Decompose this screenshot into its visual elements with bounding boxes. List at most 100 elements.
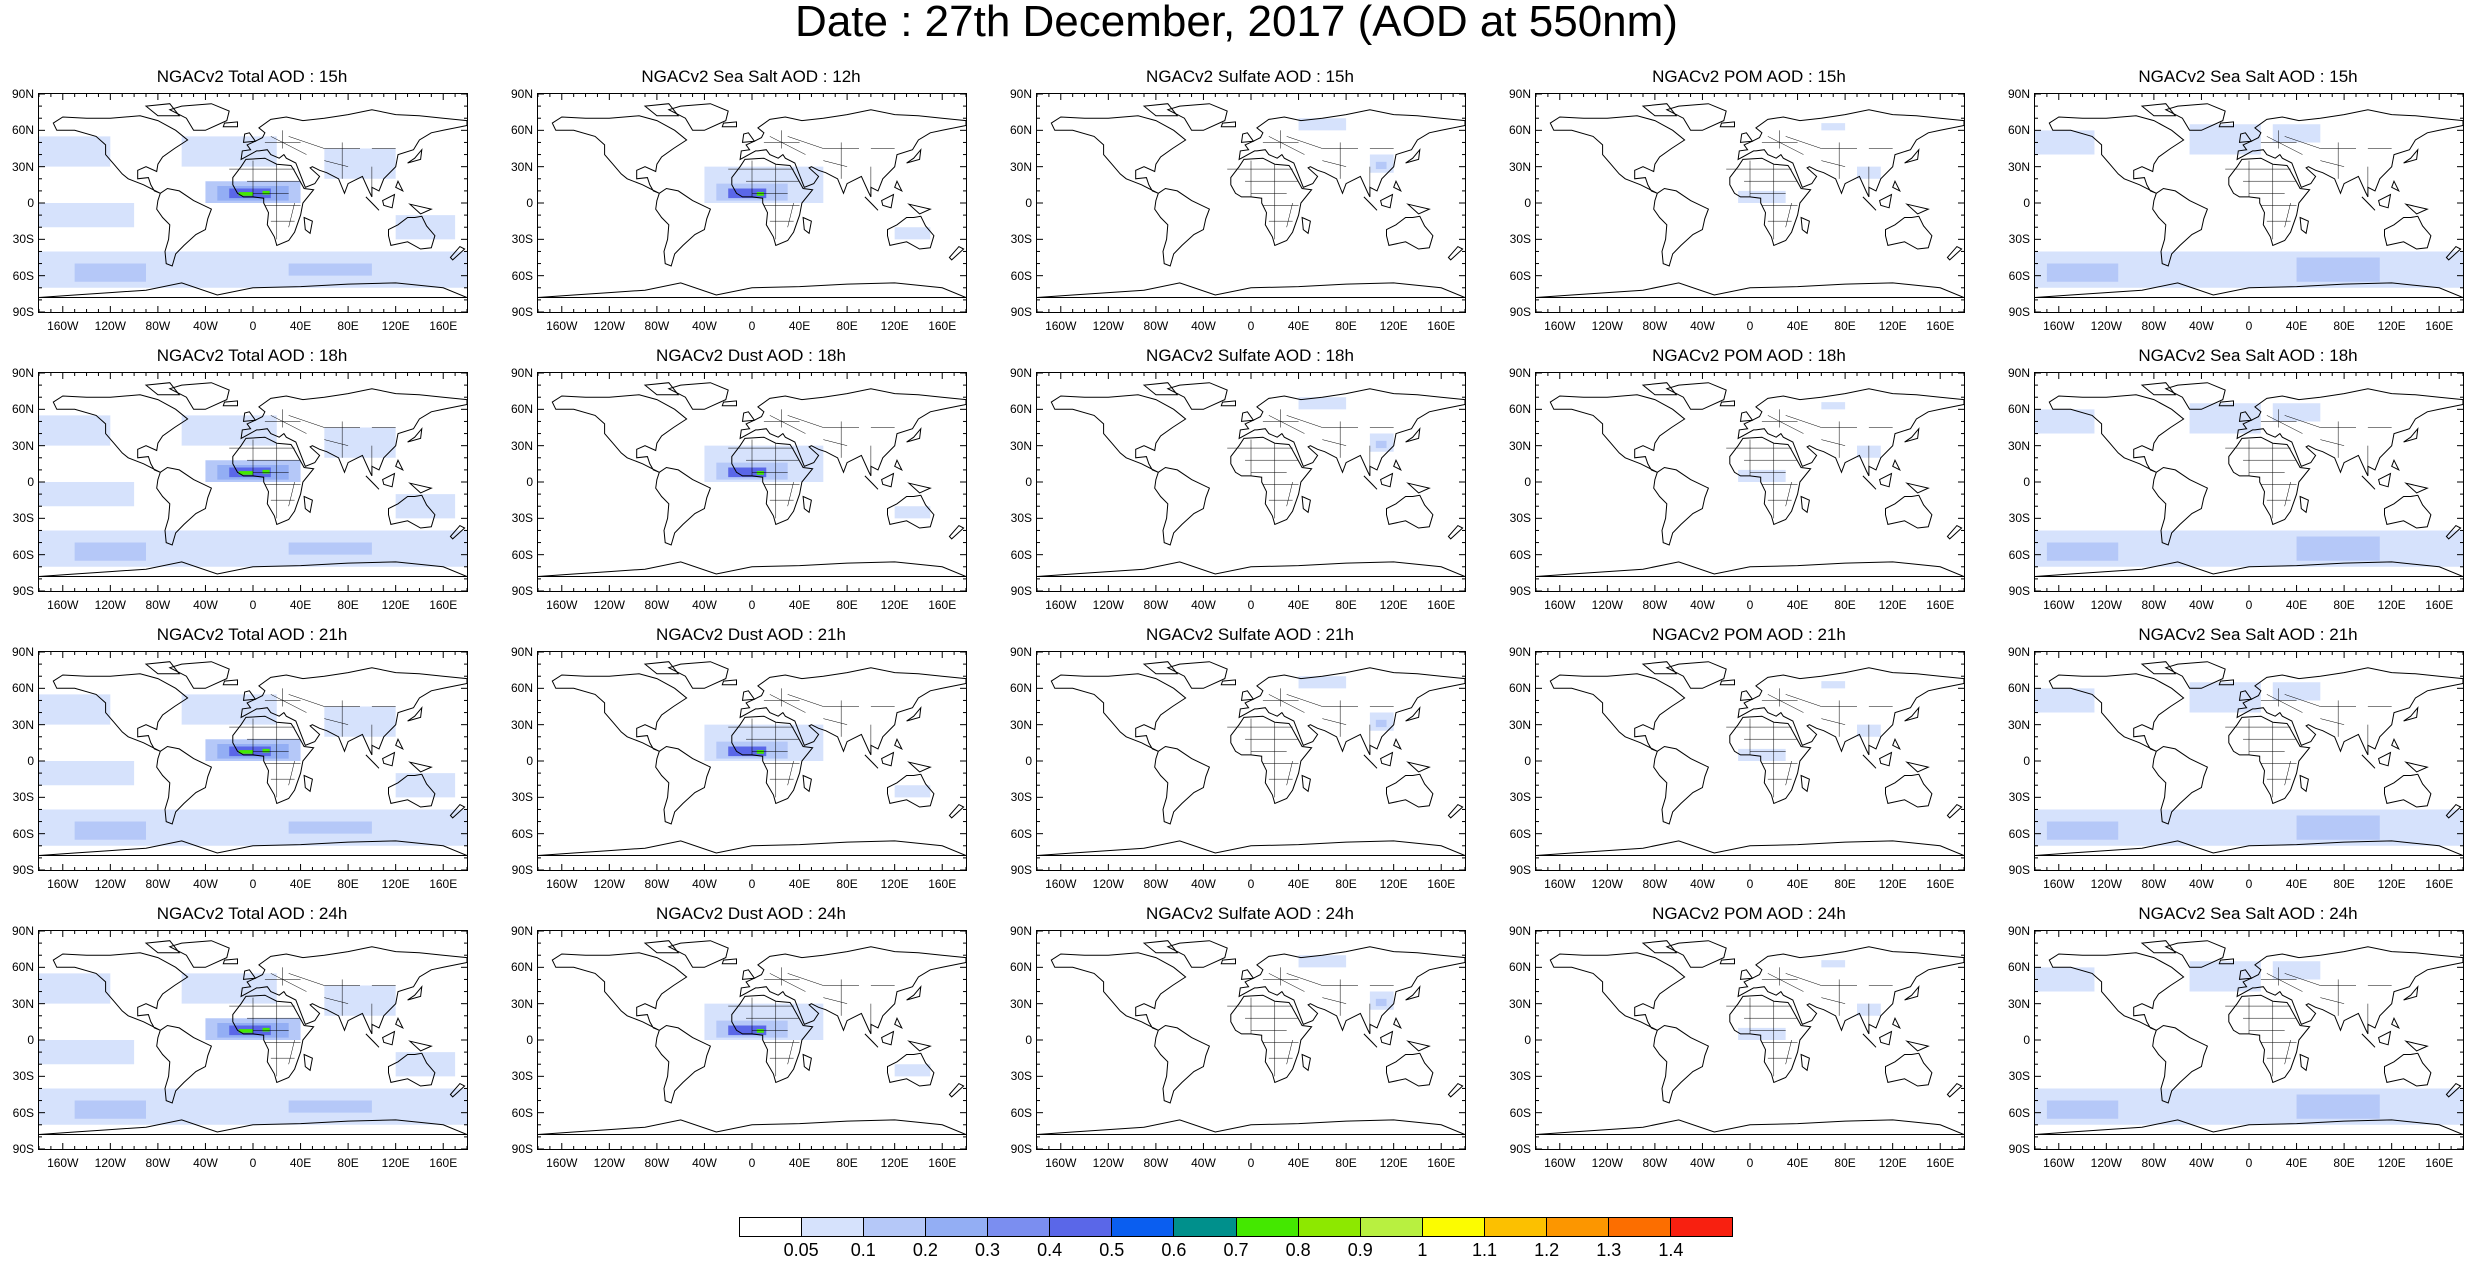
- lon-label: 0: [1247, 1156, 1255, 1170]
- colorbar-swatch: [1298, 1218, 1361, 1236]
- world-map: [39, 652, 467, 870]
- continent-outline-5: [887, 494, 935, 529]
- continent-outline-1: [655, 1024, 712, 1104]
- island-outline-7: [1447, 524, 1464, 540]
- island-outline-1: [2238, 132, 2253, 143]
- lon-label: 80W: [1143, 598, 1169, 612]
- lon-label: 160E: [2425, 1156, 2454, 1170]
- island-outline-5: [1406, 482, 1431, 494]
- map-panel-seasalt: NGACv2 Sea Salt AOD : 24h: [2034, 904, 2464, 1166]
- island-outline-7: [2445, 524, 2462, 540]
- aod-field-dust-2: [728, 188, 767, 199]
- country-border-16: [1767, 136, 1804, 155]
- lat-label: 90S: [1010, 584, 1032, 598]
- colorbar-tick-label: 0.4: [1037, 1240, 1063, 1260]
- lon-label: 0: [1746, 598, 1754, 612]
- lat-label: 0: [1524, 196, 1531, 210]
- lon-label: 80W: [145, 877, 171, 891]
- lat-label: 0: [1524, 754, 1531, 768]
- world-map: [1536, 652, 1964, 870]
- lon-label: 80W: [1143, 877, 1169, 891]
- country-border-16: [769, 694, 806, 713]
- world-map: [538, 94, 966, 312]
- continent-outline-0: [1050, 394, 1187, 473]
- lon-label: 160E: [1427, 598, 1456, 612]
- island-outline-5: [907, 761, 932, 773]
- continent-outline-3: [731, 715, 814, 805]
- island-outline-1: [2238, 690, 2253, 701]
- colorbar-tick-label: 1: [1417, 1240, 1428, 1260]
- lat-label: 90N: [1009, 366, 1032, 380]
- continent-outline-4: [2236, 109, 2463, 198]
- country-border-9: [1785, 136, 1822, 149]
- island-outline-8: [1142, 103, 1179, 117]
- lat-label: 60S: [12, 826, 34, 841]
- lat-label: 90S: [2008, 305, 2030, 319]
- lon-label: 40W: [2189, 598, 2214, 612]
- lon-label: 40E: [788, 319, 811, 333]
- colorbar-swatch: [1422, 1218, 1485, 1236]
- continent-outline-4: [2236, 946, 2463, 1035]
- colorbar-labels: 0.05 0.1 0.2 0.3 0.4 0.5 0.6 0.7 0.8 0.9 1 1.1 1.2 1.…: [739, 1241, 1733, 1261]
- lon-label: 80E: [836, 1156, 858, 1170]
- lat-label: 60N: [510, 681, 533, 696]
- colorbar-swatch: [1608, 1218, 1671, 1236]
- island-outline-0: [222, 958, 238, 965]
- lat-label: 30N: [11, 438, 34, 453]
- lon-label: 120W: [2090, 598, 2122, 612]
- country-border-11: [1322, 160, 1347, 167]
- country-border-7: [787, 481, 794, 507]
- island-outline-1: [741, 132, 756, 143]
- lon-label: 40W: [193, 319, 218, 333]
- world-map: [2035, 373, 2463, 591]
- lat-label: 30N: [1508, 996, 1531, 1011]
- continent-outline-1: [2152, 1024, 2209, 1104]
- lon-label: 120E: [1878, 319, 1907, 333]
- continent-outline-5: [1885, 215, 1933, 250]
- island-outline-5: [907, 482, 932, 494]
- island-outline-0: [222, 400, 238, 407]
- panel-title: NGACv2 Sea Salt AOD : 24h: [2138, 904, 2358, 923]
- lat-label: 30N: [510, 159, 533, 174]
- country-border-7: [288, 1039, 295, 1065]
- continent-outline-3: [232, 157, 315, 247]
- island-outline-5: [1406, 1040, 1431, 1052]
- continent-outline-4: [739, 946, 966, 1035]
- lon-label: 80E: [2333, 319, 2355, 333]
- lat-label: 0: [1025, 754, 1032, 768]
- aod-field-seasalt-3: [2035, 130, 2095, 155]
- island-outline-2: [906, 427, 922, 443]
- continent-outline-3: [2228, 436, 2311, 526]
- island-outline-4: [382, 472, 396, 488]
- lat-label: 30S: [2008, 790, 2030, 805]
- country-border-16: [2266, 694, 2303, 713]
- lon-label: 120E: [381, 598, 410, 612]
- lat-label: 60S: [1010, 826, 1032, 841]
- aod-field-seasalt-2: [2046, 821, 2119, 840]
- island-outline-7: [1946, 1082, 1963, 1098]
- country-border-7: [2284, 760, 2291, 786]
- continent-outline-2: [1665, 382, 1727, 410]
- country-border-7: [288, 202, 295, 228]
- island-outline-9: [2391, 737, 2400, 751]
- country-border-16: [1268, 694, 1305, 713]
- lon-label: 160W: [546, 877, 578, 891]
- panel-title: NGACv2 POM AOD : 15h: [1652, 67, 1846, 86]
- lat-label: 30S: [511, 790, 533, 805]
- continent-outline-4: [2236, 388, 2463, 477]
- country-border-11: [2320, 997, 2345, 1004]
- panel-title: NGACv2 Total AOD : 18h: [156, 346, 348, 365]
- island-outline-0: [1719, 121, 1735, 128]
- lat-label: 60N: [2007, 402, 2030, 417]
- lat-label: 90N: [2007, 87, 2030, 101]
- island-outline-6: [1301, 216, 1311, 235]
- continent-outline-6: [538, 561, 966, 577]
- panel-title: NGACv2 Sulfate AOD : 21h: [1146, 625, 1354, 644]
- lon-label: 40W: [193, 598, 218, 612]
- island-outline-7: [1946, 803, 1963, 819]
- island-outline-5: [2404, 482, 2429, 494]
- aod-field-total-4: [262, 748, 270, 753]
- lat-label: 60S: [511, 826, 533, 841]
- aod-field-total-3: [238, 1029, 253, 1033]
- map-panel-seasalt: NGACv2 Sea Salt AOD : 15h: [2034, 67, 2464, 329]
